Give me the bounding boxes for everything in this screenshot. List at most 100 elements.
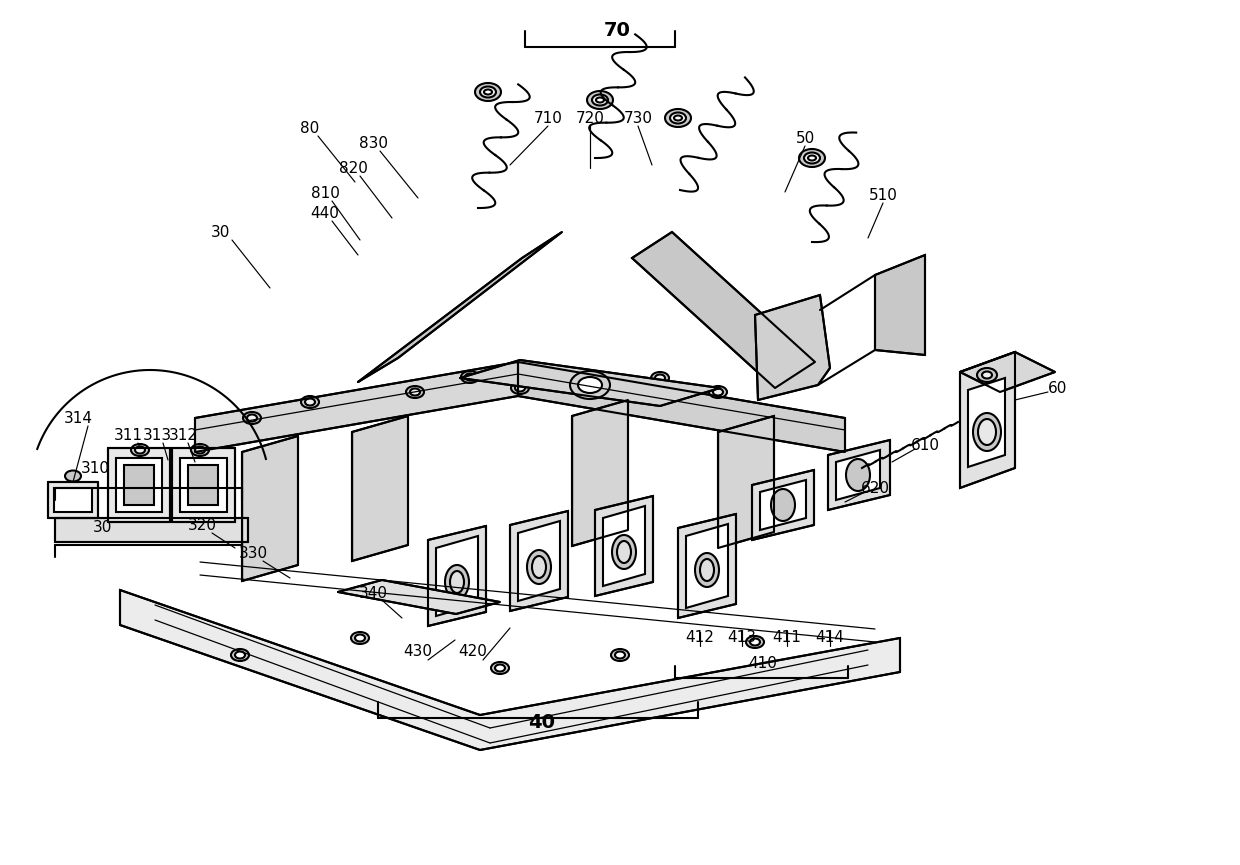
Polygon shape <box>751 470 813 540</box>
Text: 30: 30 <box>92 521 112 535</box>
Ellipse shape <box>591 94 608 106</box>
Ellipse shape <box>615 651 625 658</box>
Polygon shape <box>836 450 880 500</box>
Polygon shape <box>510 511 568 611</box>
Polygon shape <box>339 580 500 614</box>
Text: 620: 620 <box>861 480 889 496</box>
Text: 314: 314 <box>63 411 93 426</box>
Ellipse shape <box>596 98 604 102</box>
Ellipse shape <box>804 152 820 163</box>
Text: 310: 310 <box>81 460 109 476</box>
Ellipse shape <box>651 372 670 384</box>
Polygon shape <box>595 496 653 596</box>
Polygon shape <box>188 465 218 505</box>
Text: 80: 80 <box>300 120 320 136</box>
Text: 330: 330 <box>238 546 268 561</box>
Polygon shape <box>120 590 900 750</box>
Polygon shape <box>828 440 890 510</box>
Ellipse shape <box>135 446 145 453</box>
Ellipse shape <box>978 419 996 445</box>
Text: 440: 440 <box>310 206 340 221</box>
Text: 710: 710 <box>533 111 563 125</box>
Ellipse shape <box>655 375 665 381</box>
Polygon shape <box>718 416 774 548</box>
Ellipse shape <box>491 662 508 674</box>
Polygon shape <box>48 482 98 518</box>
Text: 730: 730 <box>624 111 652 125</box>
Text: 410: 410 <box>749 656 777 670</box>
Ellipse shape <box>355 635 365 642</box>
Polygon shape <box>755 295 830 400</box>
Ellipse shape <box>410 388 420 395</box>
Polygon shape <box>572 400 627 546</box>
Ellipse shape <box>675 116 682 120</box>
Ellipse shape <box>709 386 727 398</box>
Ellipse shape <box>713 388 723 395</box>
Polygon shape <box>172 448 236 522</box>
Text: 420: 420 <box>459 644 487 659</box>
Polygon shape <box>242 436 298 581</box>
Text: 830: 830 <box>358 136 388 151</box>
Text: 510: 510 <box>868 188 898 202</box>
Polygon shape <box>968 378 1004 467</box>
Ellipse shape <box>982 371 992 379</box>
Text: 610: 610 <box>910 438 940 452</box>
Ellipse shape <box>475 83 501 101</box>
Ellipse shape <box>450 571 464 593</box>
Text: 412: 412 <box>686 631 714 645</box>
Ellipse shape <box>301 396 319 408</box>
Ellipse shape <box>515 385 525 392</box>
Ellipse shape <box>701 559 714 581</box>
Polygon shape <box>875 255 925 355</box>
Ellipse shape <box>750 638 760 645</box>
Text: 430: 430 <box>403 644 433 659</box>
Text: 411: 411 <box>773 631 801 645</box>
Text: 820: 820 <box>339 161 367 176</box>
Polygon shape <box>195 362 518 452</box>
Text: 313: 313 <box>143 427 171 443</box>
Polygon shape <box>180 458 227 512</box>
Ellipse shape <box>808 156 816 161</box>
Polygon shape <box>960 352 1016 488</box>
Polygon shape <box>518 521 560 601</box>
Ellipse shape <box>973 413 1001 451</box>
Text: 50: 50 <box>795 131 815 145</box>
Polygon shape <box>117 458 162 512</box>
Ellipse shape <box>236 651 246 658</box>
Ellipse shape <box>613 535 636 569</box>
Ellipse shape <box>611 649 629 661</box>
Ellipse shape <box>768 375 777 381</box>
Text: 413: 413 <box>728 631 756 645</box>
Text: 810: 810 <box>310 185 340 201</box>
Ellipse shape <box>495 664 505 671</box>
Ellipse shape <box>799 149 825 167</box>
Ellipse shape <box>618 541 631 563</box>
Ellipse shape <box>247 414 257 421</box>
Ellipse shape <box>351 632 370 644</box>
Ellipse shape <box>461 371 479 383</box>
Ellipse shape <box>694 553 719 587</box>
Ellipse shape <box>195 446 205 453</box>
Polygon shape <box>678 514 737 618</box>
Text: 311: 311 <box>114 427 143 443</box>
Text: 720: 720 <box>575 111 604 125</box>
Ellipse shape <box>746 636 764 648</box>
Ellipse shape <box>243 412 260 424</box>
Polygon shape <box>603 506 645 586</box>
Text: 312: 312 <box>169 427 197 443</box>
Ellipse shape <box>846 459 870 491</box>
Polygon shape <box>55 518 248 542</box>
Ellipse shape <box>670 112 686 124</box>
Polygon shape <box>124 465 154 505</box>
Ellipse shape <box>587 91 613 109</box>
Ellipse shape <box>465 374 475 381</box>
Ellipse shape <box>771 489 795 521</box>
Ellipse shape <box>511 382 529 394</box>
Polygon shape <box>358 232 562 382</box>
Polygon shape <box>760 480 806 530</box>
Polygon shape <box>108 448 170 522</box>
Text: 40: 40 <box>528 713 556 732</box>
Text: 60: 60 <box>1048 381 1068 395</box>
Ellipse shape <box>480 86 496 98</box>
Ellipse shape <box>665 109 691 127</box>
